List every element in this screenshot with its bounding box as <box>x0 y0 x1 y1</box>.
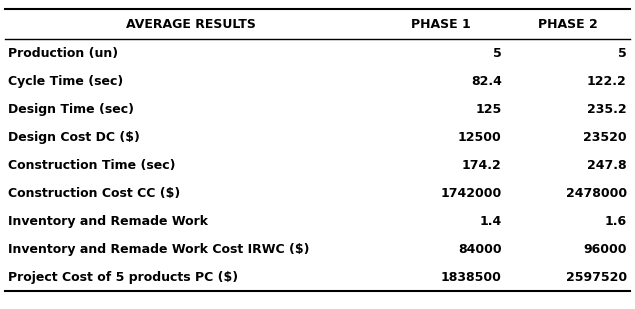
Text: 125: 125 <box>476 103 502 116</box>
Text: 5: 5 <box>493 47 502 60</box>
Text: 235.2: 235.2 <box>587 103 627 116</box>
Text: AVERAGE RESULTS: AVERAGE RESULTS <box>126 18 256 31</box>
Text: Design Time (sec): Design Time (sec) <box>8 103 134 116</box>
Text: Construction Cost CC ($): Construction Cost CC ($) <box>8 187 180 200</box>
Text: 1838500: 1838500 <box>441 271 502 284</box>
Text: Inventory and Remade Work Cost IRWC ($): Inventory and Remade Work Cost IRWC ($) <box>8 243 310 256</box>
Text: 122.2: 122.2 <box>587 75 627 88</box>
Text: 5: 5 <box>618 47 627 60</box>
Text: PHASE 1: PHASE 1 <box>411 18 471 31</box>
Text: Inventory and Remade Work: Inventory and Remade Work <box>8 215 208 228</box>
Text: 174.2: 174.2 <box>462 159 502 172</box>
Text: 1.4: 1.4 <box>479 215 502 228</box>
Text: 96000: 96000 <box>583 243 627 256</box>
Text: 2478000: 2478000 <box>566 187 627 200</box>
Text: 84000: 84000 <box>458 243 502 256</box>
Text: 23520: 23520 <box>583 131 627 144</box>
Text: 1742000: 1742000 <box>441 187 502 200</box>
Text: Production (un): Production (un) <box>8 47 118 60</box>
Text: Construction Time (sec): Construction Time (sec) <box>8 159 176 172</box>
Text: 82.4: 82.4 <box>471 75 502 88</box>
Text: 247.8: 247.8 <box>587 159 627 172</box>
Text: Project Cost of 5 products PC ($): Project Cost of 5 products PC ($) <box>8 271 238 284</box>
Text: 12500: 12500 <box>458 131 502 144</box>
Text: 1.6: 1.6 <box>605 215 627 228</box>
Text: PHASE 2: PHASE 2 <box>538 18 598 31</box>
Text: Design Cost DC ($): Design Cost DC ($) <box>8 131 140 144</box>
Text: 2597520: 2597520 <box>566 271 627 284</box>
Text: Cycle Time (sec): Cycle Time (sec) <box>8 75 123 88</box>
